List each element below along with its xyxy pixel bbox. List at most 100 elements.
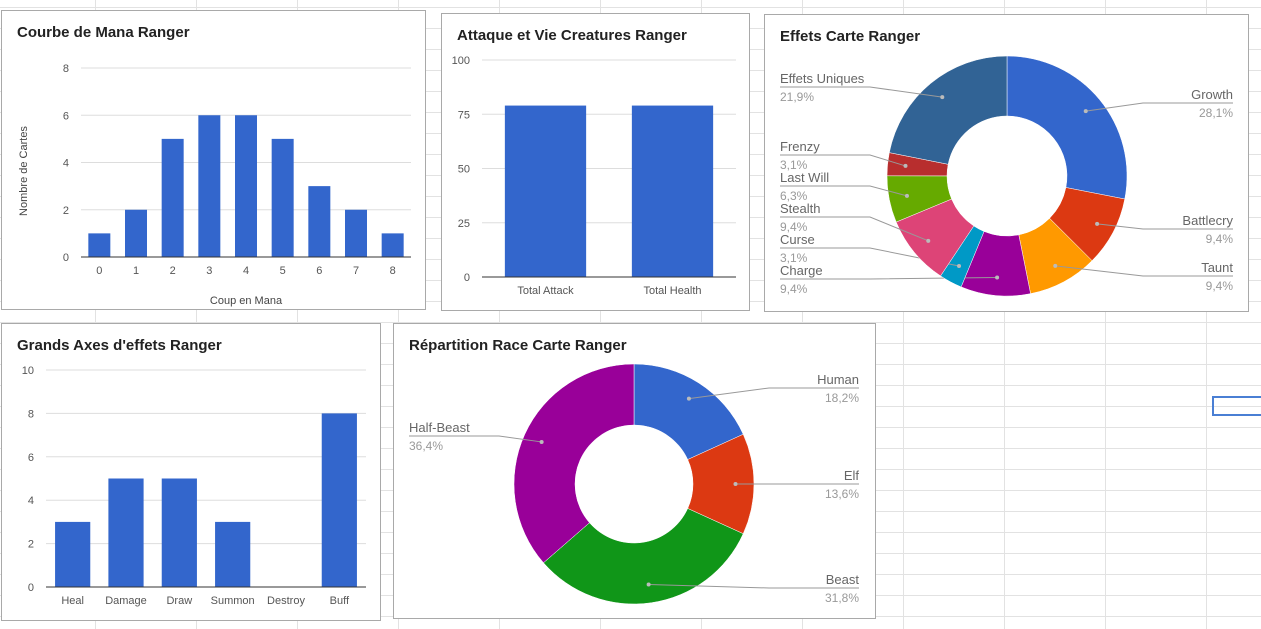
y-tick-label: 4 [28, 495, 34, 507]
bar[interactable] [504, 105, 587, 277]
y-tick-label: 0 [464, 272, 470, 284]
leader-line [688, 387, 859, 400]
slice-label: Elf [844, 468, 860, 483]
leader-dot [1083, 109, 1088, 114]
attack-health-plot: 0 25 50 75 100 Total Attack Total Health [452, 55, 736, 297]
x-tick-label: 4 [243, 265, 249, 277]
chart-title: Courbe de Mana Ranger [17, 24, 190, 41]
y-axis-title: Nombre de Cartes [18, 126, 30, 216]
x-tick-label: Destroy [267, 595, 305, 607]
card-effects-donut: Growth 28,1% Battlecry 9,4% Taunt 9,4% Charge 9… [780, 55, 1234, 297]
selected-cell[interactable] [1212, 396, 1261, 416]
leader-line [1055, 265, 1233, 277]
bar[interactable] [161, 138, 184, 257]
donut-slice[interactable] [543, 508, 744, 605]
attack-health-chart: Attaque et Vie Creatures Ranger 0 25 50 75 1… [441, 13, 750, 311]
x-tick-label: Buff [330, 595, 350, 607]
x-tick-label: Total Attack [517, 285, 574, 297]
bar[interactable] [345, 209, 367, 257]
slice-label: Curse [780, 232, 815, 247]
slice-label: Taunt [1201, 260, 1233, 275]
x-tick-label: 1 [133, 265, 139, 277]
bar[interactable] [161, 478, 197, 588]
bar[interactable] [321, 413, 357, 587]
chart-title: Répartition Race Carte Ranger [409, 337, 627, 354]
donut-slice[interactable] [889, 55, 1008, 165]
y-tick-label: 8 [28, 408, 34, 420]
x-tick-label: Heal [61, 595, 84, 607]
donut-slice[interactable] [513, 363, 635, 564]
mana-curve-plot: 0 2 4 6 8 0 1 2 3 4 5 6 7 8 Nombre de Cartes Coup en Ma… [18, 63, 411, 307]
x-tick-label: Summon [211, 595, 255, 607]
donut-slice[interactable] [1006, 55, 1128, 200]
bar[interactable] [308, 186, 331, 257]
x-tick-label: 2 [170, 265, 176, 277]
leader-line [780, 86, 943, 98]
slice-label: Effets Uniques [780, 71, 865, 86]
slice-label: Stealth [780, 201, 820, 216]
bar[interactable] [381, 233, 404, 257]
y-tick-label: 4 [63, 158, 69, 170]
slice-percent: 9,4% [1206, 279, 1234, 293]
leader-dot [904, 193, 909, 198]
bar[interactable] [631, 105, 714, 277]
slice-percent: 9,4% [780, 220, 808, 234]
x-tick-label: Draw [166, 595, 192, 607]
y-tick-label: 0 [28, 582, 34, 594]
slice-percent: 9,4% [780, 282, 808, 296]
slice-label: Frenzy [780, 139, 820, 154]
slice-label: Beast [826, 572, 860, 587]
slice-label: Human [817, 372, 859, 387]
y-tick-label: 25 [458, 218, 470, 230]
bar[interactable] [108, 478, 144, 588]
slice-percent: 6,3% [780, 189, 808, 203]
leader-line [1085, 102, 1233, 112]
race-distribution-donut: Human 18,2% Elf 13,6% Beast 31,8% Half-Beast 36… [409, 363, 860, 605]
bar[interactable] [215, 521, 251, 587]
x-tick-label: 8 [390, 265, 396, 277]
slice-percent: 21,9% [780, 90, 814, 104]
x-tick-label: 7 [353, 265, 359, 277]
y-tick-label: 10 [22, 365, 34, 377]
slice-label: Battlecry [1182, 213, 1233, 228]
leader-line [1097, 223, 1233, 230]
leader-dot [1053, 263, 1058, 268]
y-tick-label: 50 [458, 164, 470, 176]
leader-dot [539, 439, 544, 444]
chart-title: Grands Axes d'effets Ranger [17, 337, 222, 354]
leader-dot [995, 275, 1000, 280]
bar[interactable] [271, 138, 294, 257]
leader-dot [957, 264, 962, 269]
slice-percent: 3,1% [780, 158, 808, 172]
y-tick-label: 2 [63, 205, 69, 217]
leader-line [780, 216, 929, 242]
y-tick-label: 6 [28, 452, 34, 464]
donut-slice[interactable] [633, 363, 744, 460]
y-tick-label: 2 [28, 539, 34, 551]
y-tick-label: 100 [452, 55, 470, 67]
bar[interactable] [125, 209, 147, 257]
leader-dot [903, 163, 908, 168]
x-axis-title: Coup en Mana [210, 295, 283, 307]
slice-label: Half-Beast [409, 420, 470, 435]
bar[interactable] [55, 521, 91, 587]
card-effects-chart: Effets Carte Ranger Growth 28,1% Battlecry… [764, 14, 1249, 312]
slice-percent: 13,6% [825, 487, 859, 501]
leader-dot [686, 396, 691, 401]
x-tick-label: 0 [96, 265, 102, 277]
effect-axes-chart: Grands Axes d'effets Ranger 0 2 4 6 8 10 Heal D… [1, 323, 381, 621]
leader-dot [926, 238, 931, 243]
x-tick-label: 5 [280, 265, 286, 277]
leader-line [780, 154, 906, 167]
bar[interactable] [198, 115, 221, 257]
chart-title: Effets Carte Ranger [780, 28, 921, 45]
leader-line [648, 583, 859, 589]
chart-title: Attaque et Vie Creatures Ranger [457, 27, 687, 44]
leader-line [780, 185, 908, 197]
slice-label: Last Will [780, 170, 829, 185]
bar[interactable] [235, 115, 257, 257]
slice-percent: 3,1% [780, 251, 808, 265]
bar[interactable] [88, 233, 111, 257]
y-tick-label: 8 [63, 63, 69, 75]
x-tick-label: Damage [105, 595, 147, 607]
